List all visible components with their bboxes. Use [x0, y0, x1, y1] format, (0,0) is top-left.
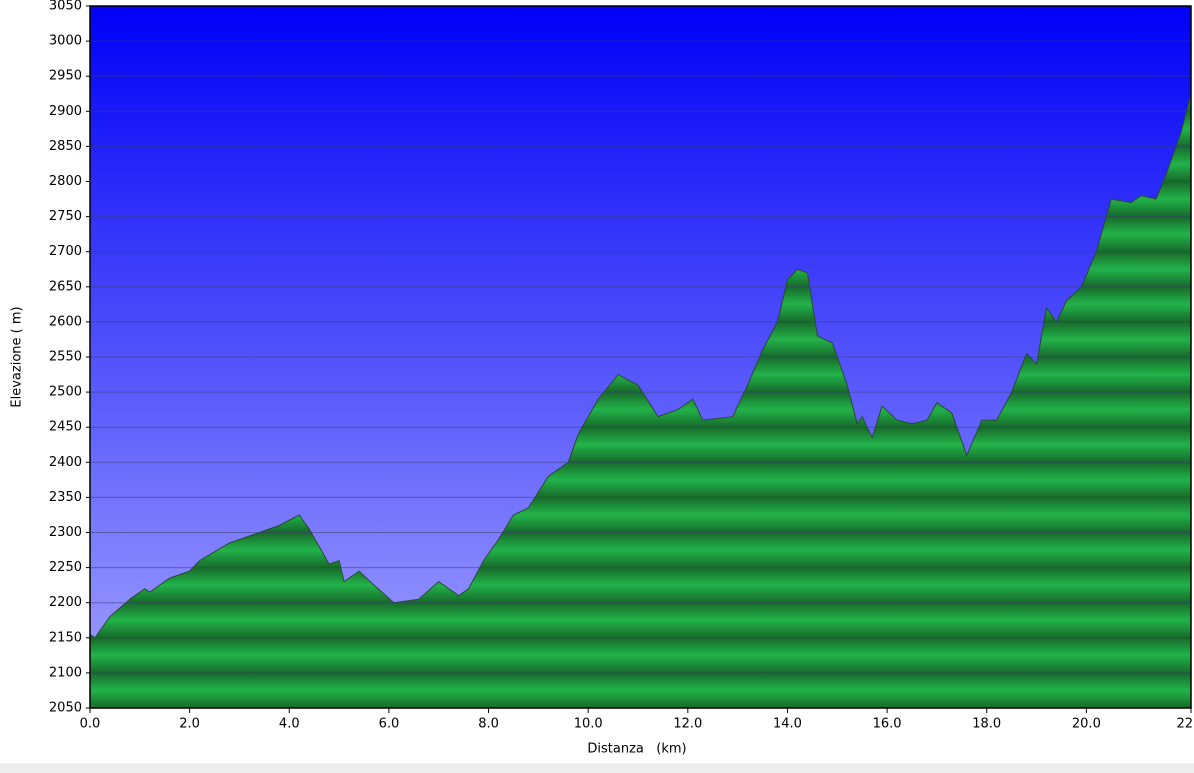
y-tick-label: 2050 — [49, 701, 82, 716]
x-tick-label: 0.0 — [80, 717, 101, 732]
x-tick-label: 16.0 — [873, 717, 902, 732]
y-tick-label: 2750 — [49, 209, 82, 224]
x-tick-label: 8.0 — [478, 717, 499, 732]
y-tick-label: 2250 — [49, 560, 82, 575]
elevation-area — [90, 93, 1191, 709]
x-tick-label: 12.0 — [673, 717, 702, 732]
x-tick-label: 22.1 — [1177, 717, 1194, 732]
x-tick-label: 10.0 — [574, 717, 603, 732]
y-tick-label: 3050 — [49, 0, 82, 14]
y-tick-label: 2200 — [49, 595, 82, 610]
y-tick-label: 2100 — [49, 665, 82, 680]
footer-strip — [0, 763, 1194, 773]
y-tick-label: 2600 — [49, 314, 82, 329]
y-tick-label: 2900 — [49, 104, 82, 119]
x-tick-label: 18.0 — [972, 717, 1001, 732]
y-axis-label: Elevazione ( m) — [10, 306, 25, 407]
y-tick-label: 3000 — [49, 34, 82, 49]
x-tick-label: 4.0 — [279, 717, 300, 732]
y-tick-label: 2700 — [49, 244, 82, 259]
y-tick-label: 2950 — [49, 69, 82, 84]
y-tick-label: 2400 — [49, 455, 82, 470]
x-tick-label: 6.0 — [379, 717, 400, 732]
y-tick-label: 2450 — [49, 420, 82, 435]
y-tick-label: 2800 — [49, 174, 82, 189]
x-axis-label: Distanza (km) — [587, 742, 686, 757]
y-tick-label: 2150 — [49, 630, 82, 645]
y-tick-label: 2300 — [49, 525, 82, 540]
y-tick-label: 2550 — [49, 350, 82, 365]
x-tick-label: 2.0 — [179, 717, 200, 732]
x-tick-label: 14.0 — [773, 717, 802, 732]
plot-frame — [89, 5, 1192, 709]
elevation-line — [89, 93, 1192, 639]
y-tick-label: 2500 — [49, 385, 82, 400]
y-tick-label: 2850 — [49, 139, 82, 154]
y-tick-label: 2650 — [49, 279, 82, 294]
y-tick-label: 2350 — [49, 490, 82, 505]
x-tick-label: 20.0 — [1072, 717, 1101, 732]
